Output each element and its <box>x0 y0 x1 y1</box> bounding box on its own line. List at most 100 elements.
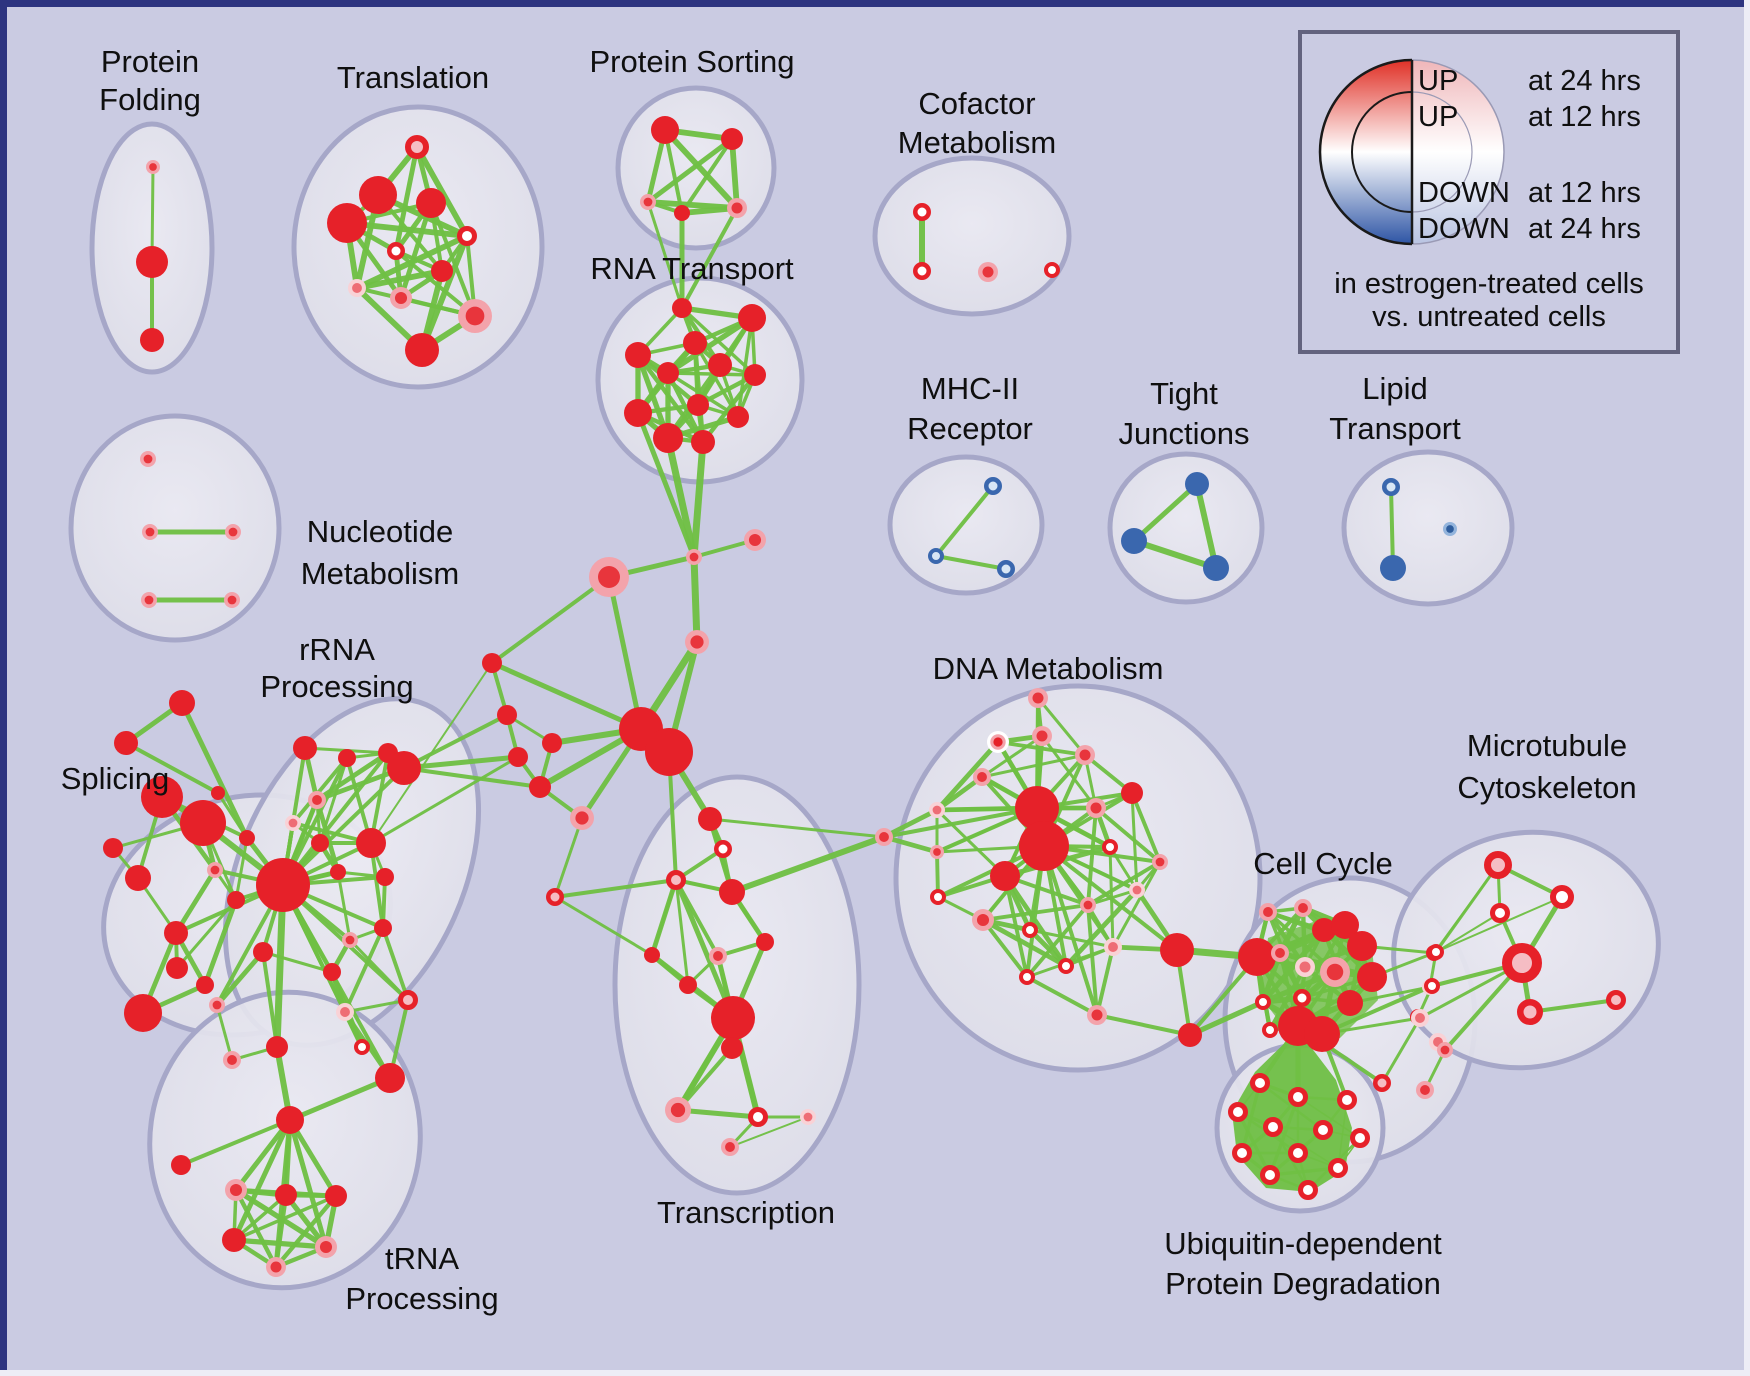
node-c0 <box>686 549 702 565</box>
node-ring <box>1606 990 1626 1010</box>
cluster-label-rna-transport: RNA Transport <box>590 251 794 286</box>
edge <box>233 1117 293 1193</box>
node-T2 <box>225 1179 247 1201</box>
node-ps4 <box>727 198 747 218</box>
node-ub3 <box>1228 1102 1248 1122</box>
node-circle <box>1347 931 1377 961</box>
node-circle <box>1337 990 1363 1016</box>
node-circle <box>624 399 652 427</box>
edge <box>261 950 279 1049</box>
node-d17 <box>1080 897 1096 913</box>
edge <box>234 836 249 902</box>
edge <box>343 998 410 1014</box>
node-s0 <box>141 776 183 818</box>
edge <box>981 918 1029 979</box>
edge <box>287 1075 393 1123</box>
node-ps3 <box>674 205 690 221</box>
node-T0 <box>276 1106 304 1134</box>
node-tx6 <box>679 976 697 994</box>
legend-direction-label: DOWN <box>1418 177 1510 209</box>
node-tx5 <box>709 947 727 965</box>
edge <box>674 878 720 958</box>
edge <box>553 816 584 899</box>
node-cc16 <box>1304 1016 1340 1052</box>
node-t9 <box>458 299 492 333</box>
node-core <box>143 454 153 464</box>
edge <box>1260 927 1327 1005</box>
cluster-label-cofactor-metabolism: Metabolism <box>898 125 1057 160</box>
edge <box>934 774 985 813</box>
node-circle <box>542 733 562 753</box>
edge <box>1025 903 1090 979</box>
node-core <box>144 595 154 605</box>
edge <box>314 750 391 803</box>
node-sp_c <box>211 786 225 800</box>
edge <box>429 201 477 318</box>
node-cm3 <box>1044 262 1060 278</box>
node-ms0 <box>1484 851 1512 879</box>
node-lp0 <box>1382 478 1400 496</box>
edge <box>314 797 341 875</box>
node-circle <box>323 963 341 981</box>
edge <box>402 713 509 770</box>
node-core <box>319 1240 333 1254</box>
cluster-ellipse-mhc-ii-receptor <box>887 454 1045 596</box>
node-tx0 <box>698 807 722 831</box>
edge <box>1300 923 1347 1000</box>
node-ub0 <box>1250 1073 1270 1093</box>
node-circle <box>1178 1023 1202 1047</box>
node-sp_b <box>114 731 138 755</box>
node-core <box>145 527 155 537</box>
node-d21 <box>1104 938 1122 956</box>
node-sp_a <box>169 690 195 716</box>
cluster-label-ubiquitin-degradation: Ubiquitin-dependent <box>1164 1226 1442 1261</box>
cluster-ellipse-cofactor-metabolism <box>872 155 1072 317</box>
node-ring <box>1550 885 1574 909</box>
node-cc18 <box>1416 1081 1434 1099</box>
node-circle <box>330 864 346 880</box>
node-rt4 <box>657 362 679 384</box>
node-core <box>1446 525 1454 533</box>
node-d7 <box>1015 786 1059 830</box>
cluster-label-lipid-transport: Transport <box>1329 411 1461 446</box>
node-c1 <box>744 529 766 551</box>
node-circle <box>125 865 151 891</box>
edge <box>369 755 520 845</box>
node-ub5 <box>1313 1120 1333 1140</box>
node-circle <box>711 996 755 1040</box>
cluster-ellipse-transcription <box>612 774 862 1196</box>
node-cc11 <box>1337 990 1363 1016</box>
edge <box>179 1118 292 1167</box>
node-circle <box>721 1037 743 1059</box>
node-s10 <box>196 976 214 994</box>
node-circle <box>1121 528 1147 554</box>
node-circle <box>266 1036 288 1058</box>
node-tx3 <box>719 879 745 905</box>
node-core <box>932 805 942 815</box>
node-ring <box>748 1107 768 1127</box>
cluster-label-tight-junctions: Junctions <box>1119 416 1250 451</box>
node-ring <box>984 477 1002 495</box>
node-d16 <box>1022 922 1038 938</box>
node-tj2 <box>1203 555 1229 581</box>
node-core <box>643 197 653 207</box>
edge <box>1036 696 1087 757</box>
node-t10 <box>405 333 439 367</box>
node-ms3 <box>1502 943 1542 983</box>
node-T7 <box>266 1257 286 1277</box>
edge <box>179 700 250 841</box>
edge <box>1130 791 1162 864</box>
edge <box>1086 903 1099 1017</box>
legend-circle-right-half <box>1412 60 1504 244</box>
node-core <box>288 818 298 828</box>
node-tx4 <box>756 933 774 951</box>
node-rt11 <box>691 430 715 454</box>
node-pf1 <box>136 246 168 278</box>
edge <box>344 220 470 239</box>
node-circle <box>114 731 138 755</box>
node-circle <box>256 858 310 912</box>
node-rt7 <box>624 399 652 427</box>
edge <box>173 867 218 936</box>
node-d15 <box>972 909 994 931</box>
node-ring <box>1288 1143 1308 1163</box>
